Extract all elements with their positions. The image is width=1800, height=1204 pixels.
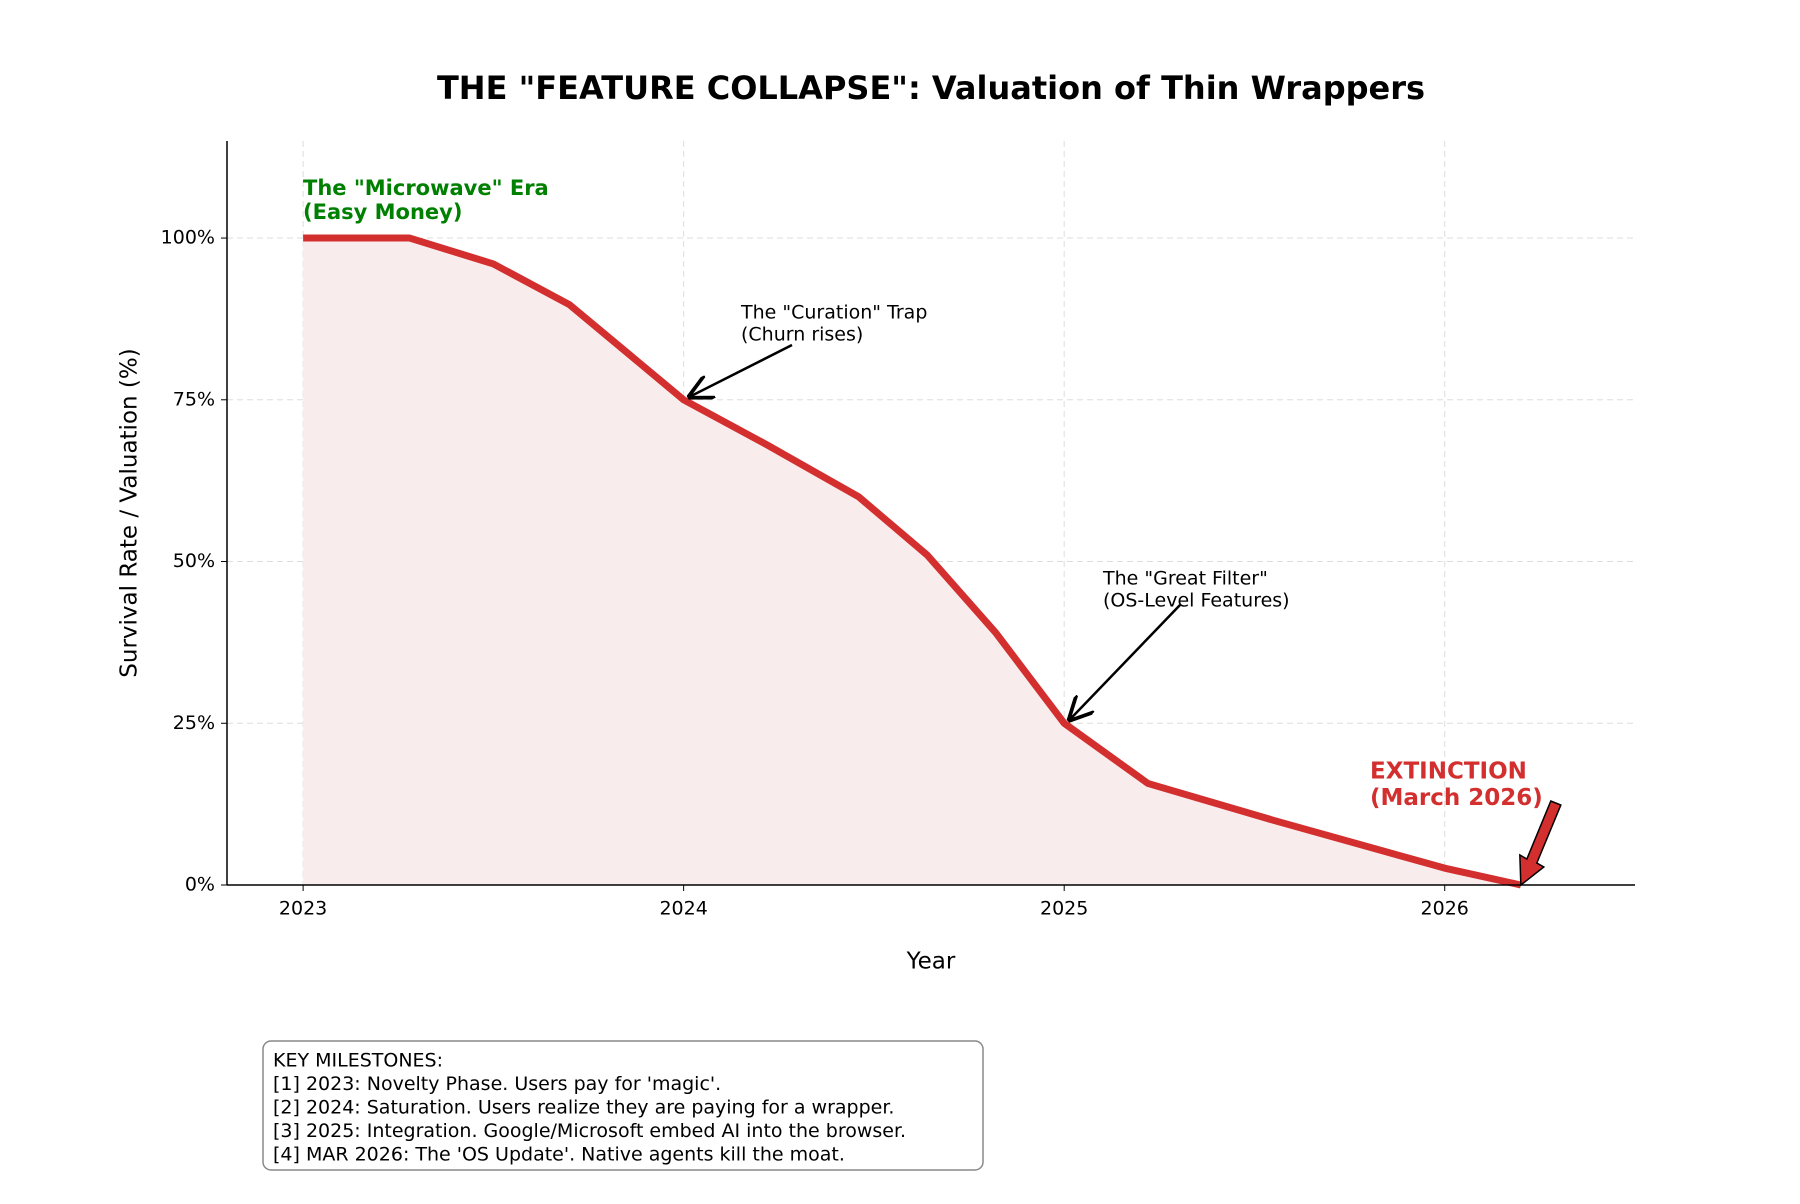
- annotation: EXTINCTION: [1370, 759, 1527, 785]
- annotation: (Easy Money): [303, 200, 462, 224]
- note-line: [1] 2023: Novelty Phase. Users pay for '…: [273, 1073, 721, 1095]
- y-tick-label: 100%: [161, 227, 215, 249]
- area: [303, 238, 1521, 886]
- arrow: [1519, 800, 1562, 887]
- x-axis-label: Year: [906, 949, 956, 975]
- note-line: [2] 2024: Saturation. Users realize they…: [273, 1097, 894, 1119]
- annotation: (OS-Level Features): [1103, 589, 1290, 611]
- x-tick-label: 2024: [659, 898, 707, 920]
- note-line: [4] MAR 2026: The 'OS Update'. Native ag…: [273, 1144, 845, 1166]
- line: [303, 234, 1522, 889]
- x-tick-label: 2025: [1040, 898, 1088, 920]
- y-axis-label: Survival Rate / Valuation (%): [117, 348, 143, 677]
- annotation: (March 2026): [1370, 785, 1543, 811]
- notes-box: [262, 1040, 984, 1171]
- x-tick-label: 2023: [279, 898, 327, 920]
- chart-title: THE "FEATURE COLLAPSE": Valuation of Thi…: [437, 69, 1425, 107]
- annotation: The "Great Filter": [1102, 568, 1268, 590]
- note-line: [3] 2025: Integration. Google/Microsoft …: [273, 1120, 906, 1142]
- y-tick-label: 0%: [185, 874, 215, 896]
- y-tick-label: 25%: [173, 712, 215, 734]
- y-tick-label: 75%: [173, 388, 215, 410]
- x-tick-label: 2026: [1421, 898, 1469, 920]
- note-line: KEY MILESTONES:: [273, 1050, 443, 1072]
- arrow: [1068, 604, 1181, 721]
- y-tick-label: 50%: [173, 550, 215, 572]
- annotation: The "Microwave" Era: [303, 176, 549, 200]
- annotation: The "Curation" Trap: [740, 302, 927, 324]
- arrow: [688, 343, 793, 398]
- annotation: (Churn rises): [741, 323, 863, 345]
